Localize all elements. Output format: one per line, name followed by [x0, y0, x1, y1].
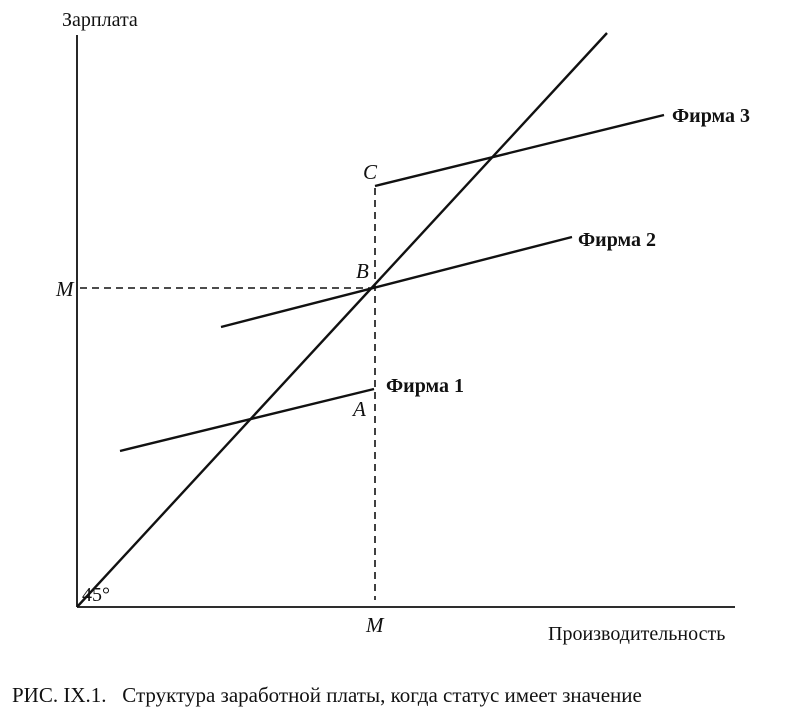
point-c-label: C: [363, 160, 378, 184]
45-degree-line: [76, 32, 608, 608]
x-axis-label: Производительность: [548, 623, 725, 645]
point-a-label: A: [351, 397, 366, 421]
y-tick-m: M: [55, 277, 75, 301]
point-b-label: B: [356, 259, 369, 283]
firm-1-label: Фирма 1: [386, 375, 464, 397]
firm-3-line: [374, 113, 665, 188]
angle-label: 45°: [82, 584, 110, 606]
y-axis-label: Зарплата: [62, 9, 138, 31]
firm-2-line: [220, 235, 573, 329]
firm-2-label: Фирма 2: [578, 229, 656, 251]
x-tick-m: M: [365, 613, 385, 637]
firm-3-label: Фирма 3: [672, 105, 750, 127]
firm-1-line: [119, 387, 375, 453]
figure-caption: РИС. IX.1. Структура заработной платы, к…: [12, 683, 642, 707]
